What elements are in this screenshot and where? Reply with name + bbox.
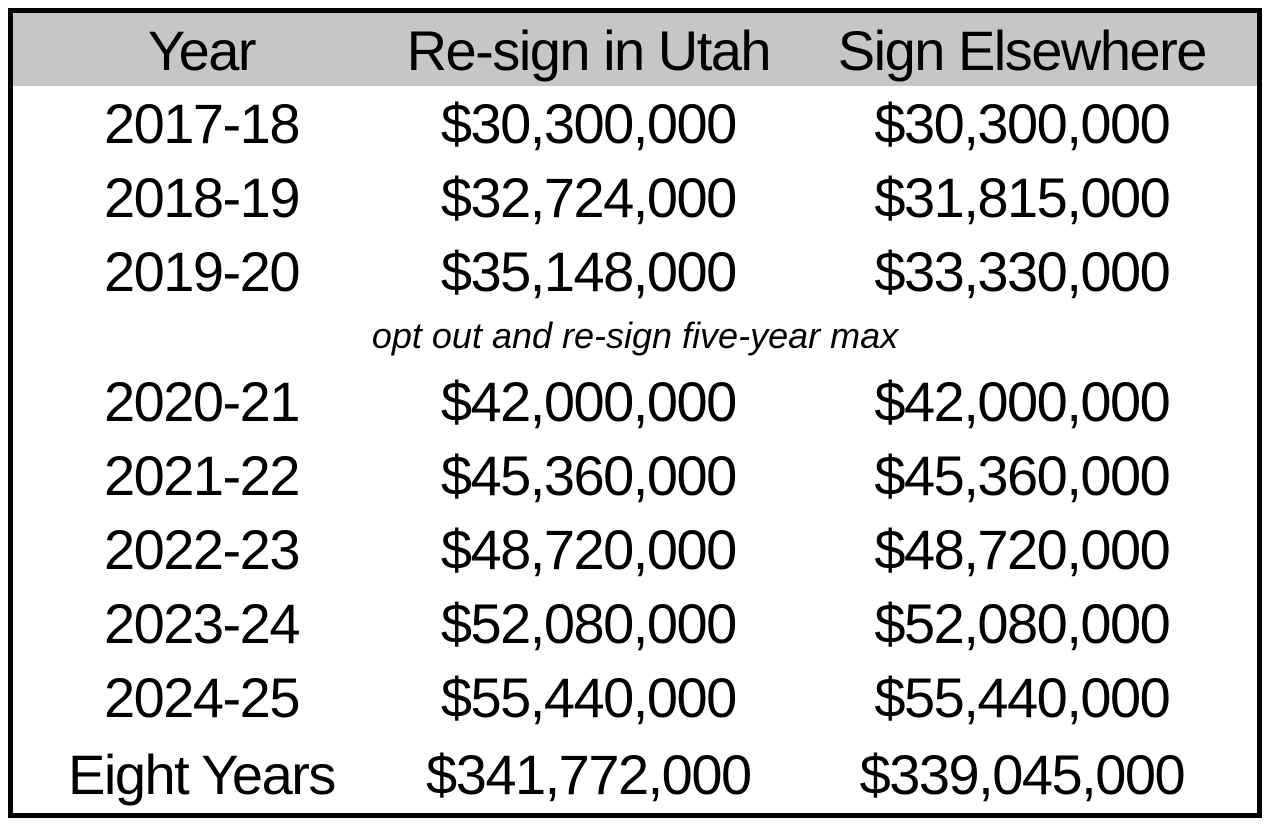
elsewhere-amount-cell: $30,300,000: [874, 92, 1170, 155]
year-cell: 2023-24: [103, 592, 301, 655]
utah-amount-cell: $45,360,000: [440, 444, 737, 507]
elsewhere-amount-cell: $55,440,000: [874, 666, 1170, 729]
table-row-2017-18: 2017-18 $30,300,000 $30,300,000: [13, 86, 1257, 160]
table-row-2022-23: 2022-23 $48,720,000 $48,720,000: [13, 512, 1257, 586]
utah-amount-cell: $32,724,000: [440, 166, 737, 229]
elsewhere-amount-cell: $31,815,000: [874, 166, 1170, 229]
utah-amount-cell: $48,720,000: [440, 518, 737, 581]
year-cell: 2021-22: [103, 444, 301, 507]
elsewhere-amount-cell: $33,330,000: [874, 240, 1170, 303]
elsewhere-amount-cell: $48,720,000: [874, 518, 1170, 581]
elsewhere-amount-cell: $52,080,000: [874, 592, 1170, 655]
year-cell: 2024-25: [103, 666, 301, 729]
utah-amount-cell: $42,000,000: [440, 370, 737, 433]
year-cell: 2022-23: [103, 518, 301, 581]
year-cell: 2018-19: [103, 166, 301, 229]
table-row-2018-19: 2018-19 $32,724,000 $31,815,000: [13, 160, 1257, 234]
utah-amount-cell: $52,080,000: [440, 592, 737, 655]
column-header-sign-elsewhere: Sign Elsewhere: [837, 18, 1208, 82]
total-elsewhere-amount-cell: $339,045,000: [859, 742, 1186, 806]
table-row-2024-25: 2024-25 $55,440,000 $55,440,000: [13, 660, 1257, 734]
year-cell: 2017-18: [103, 92, 301, 155]
utah-amount-cell: $30,300,000: [440, 92, 737, 155]
table-row-2020-21: 2020-21 $42,000,000 $42,000,000: [13, 364, 1257, 438]
opt-out-note: opt out and re-sign five-year max: [371, 315, 899, 356]
utah-amount-cell: $55,440,000: [440, 666, 737, 729]
elsewhere-amount-cell: $45,360,000: [874, 444, 1170, 507]
total-utah-amount-cell: $341,772,000: [426, 742, 752, 806]
year-cell: 2020-21: [103, 370, 301, 433]
column-header-year: Year: [147, 18, 257, 82]
elsewhere-amount-cell: $42,000,000: [874, 370, 1170, 433]
column-header-resign-utah: Re-sign in Utah: [406, 18, 772, 82]
contract-comparison-table: Year Re-sign in Utah Sign Elsewhere 2017…: [8, 8, 1262, 818]
year-cell: 2019-20: [103, 240, 301, 303]
table-row-2019-20: 2019-20 $35,148,000 $33,330,000: [13, 234, 1257, 308]
table-row-2021-22: 2021-22 $45,360,000 $45,360,000: [13, 438, 1257, 512]
table-total-row: Eight Years $341,772,000 $339,045,000: [13, 734, 1257, 813]
total-label-cell: Eight Years: [68, 742, 336, 806]
utah-amount-cell: $35,148,000: [440, 240, 737, 303]
opt-out-note-row: opt out and re-sign five-year max: [13, 308, 1257, 364]
table-row-2023-24: 2023-24 $52,080,000 $52,080,000: [13, 586, 1257, 660]
table-header-row: Year Re-sign in Utah Sign Elsewhere: [13, 13, 1257, 86]
